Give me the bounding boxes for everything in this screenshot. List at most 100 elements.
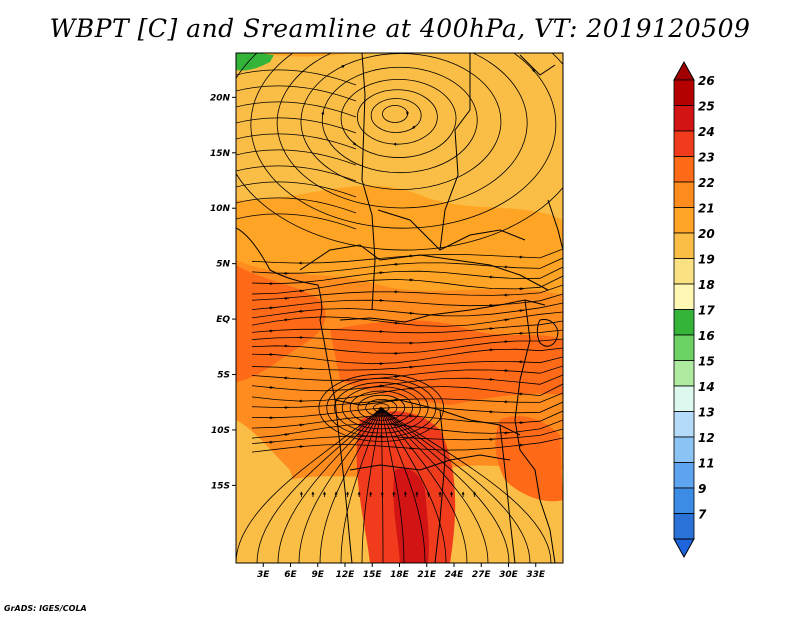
lon-tick-label: 12E <box>336 570 356 580</box>
colorbar-label: 19 <box>698 253 715 267</box>
colorbar: 26 25 24 23 22 21 20 19 18 17 16 15 14 13 12 11 9 7 <box>673 60 715 559</box>
zonal-streamline <box>251 320 563 334</box>
colorbar-swatch <box>673 487 695 514</box>
colorbar-label: 24 <box>698 125 715 139</box>
convergence-streamline <box>380 407 468 563</box>
northwest-streamline <box>236 197 357 214</box>
convergence-ring <box>326 377 437 438</box>
cyclone-arrow <box>425 39 428 40</box>
lon-tick-label: 21E <box>417 570 437 580</box>
colorbar-swatch <box>673 334 695 361</box>
northwest-streamline <box>236 69 357 86</box>
lon-tick-label: 3E <box>257 570 270 580</box>
zonal-streamline <box>251 365 563 381</box>
longitude-axis: 3E 6E 9E 12E 15E 18E 21E 24E 27E 30E 33E <box>257 563 546 580</box>
cyclone-arrow <box>340 64 345 69</box>
wbpt-zone-23-east <box>495 415 563 502</box>
lat-tick-label: 20N <box>210 93 231 103</box>
colorbar-label: 17 <box>698 304 715 318</box>
northwest-streamline <box>236 85 357 102</box>
zonal-streamline <box>251 257 563 274</box>
colorbar-label: 12 <box>698 431 715 445</box>
lon-tick-label: 27E <box>472 570 492 580</box>
zonal-streamline <box>251 311 563 327</box>
colorbar-swatch <box>673 283 695 310</box>
wbpt-fill <box>236 53 563 563</box>
lon-tick-label: 15E <box>363 570 383 580</box>
convergence-ring <box>357 394 406 421</box>
convergence-ring <box>341 386 421 430</box>
grads-credit: GrADS: IGES/COLA <box>4 604 87 613</box>
border-niger-chad <box>361 53 376 311</box>
lon-tick-label: 6E <box>284 570 297 580</box>
colorbar-swatch <box>673 130 695 157</box>
lake-victoria <box>536 319 559 347</box>
colorbar-label: 25 <box>698 100 715 114</box>
colorbar-label: 14 <box>698 380 715 394</box>
lat-tick-label: 5S <box>217 371 230 381</box>
northwest-streamline <box>236 101 357 118</box>
convergence-ring <box>365 398 398 417</box>
colorbar-swatch <box>673 513 695 540</box>
cyclone-ring <box>250 53 557 229</box>
colorbar-swatch <box>673 207 695 234</box>
border-northeast <box>519 54 556 76</box>
colorbar-swatch <box>673 385 695 412</box>
colorbar-label: 20 <box>698 227 715 241</box>
northwest-streamline <box>236 149 357 166</box>
border-sahel <box>377 209 526 251</box>
convergence-streamline <box>380 407 426 563</box>
cyclone-ring <box>370 98 422 133</box>
wbpt-zone-20-southwest <box>236 420 296 563</box>
colorbar-label: 11 <box>698 457 715 471</box>
convergence-streamline <box>381 407 510 563</box>
streamlines <box>236 39 581 563</box>
cyclone-arrow <box>531 68 535 73</box>
east-border <box>514 299 556 563</box>
colorbar-swatch <box>673 181 695 208</box>
colorbar-swatch <box>673 462 695 489</box>
convergence-ring <box>318 373 445 442</box>
border-chad-sudan <box>439 53 471 251</box>
convergence-ring <box>334 382 429 434</box>
convergence-streamline <box>381 407 552 563</box>
latitude-axis: 20N 15N 10N 5N EQ 5S 10S 15S <box>210 93 236 491</box>
west-coastline <box>236 227 353 563</box>
cyclone-ring <box>276 53 528 209</box>
lat-tick-label: EQ <box>216 315 230 325</box>
convergence-streamline <box>380 407 405 563</box>
zonal-streamline <box>251 419 563 439</box>
convergence-streamline <box>380 407 384 563</box>
convergence-streamline <box>236 407 382 563</box>
colorbar-label: 7 <box>698 508 707 522</box>
colorbar-label: 18 <box>698 278 715 292</box>
wbpt-zone-17-northwest <box>236 53 275 71</box>
wbpt-zone-23-west <box>236 265 326 382</box>
northwest-streamline <box>236 181 357 198</box>
lon-tick-label: 24E <box>445 570 465 580</box>
colorbar-swatch <box>673 79 695 106</box>
zonal-streamline <box>251 401 563 419</box>
colorbar-top-arrow <box>673 60 695 81</box>
colorbar-label: 13 <box>698 406 715 420</box>
cyclone-arrow <box>412 125 416 130</box>
colorbar-swatch <box>673 411 695 438</box>
lat-tick-label: 15S <box>211 481 230 491</box>
colorbar-swatch <box>673 436 695 463</box>
lon-tick-label: 33E <box>526 570 546 580</box>
lat-tick-label: 15N <box>210 149 231 159</box>
northwest-streamline <box>236 117 357 134</box>
colorbar-label: 26 <box>698 74 715 88</box>
zonal-streamline <box>251 347 563 365</box>
colorbar-label: 23 <box>698 151 715 165</box>
colorbar-swatch <box>673 309 695 336</box>
cyclone-arrow <box>580 157 581 160</box>
convergence-streamline <box>340 407 382 563</box>
border-ethiopia <box>547 199 563 251</box>
convergence-streamlines <box>236 373 552 563</box>
zonal-streamline <box>251 284 563 301</box>
colorbar-label: 21 <box>698 202 715 216</box>
cyclone-ring <box>321 66 478 174</box>
lat-tick-label: 10S <box>211 426 230 436</box>
